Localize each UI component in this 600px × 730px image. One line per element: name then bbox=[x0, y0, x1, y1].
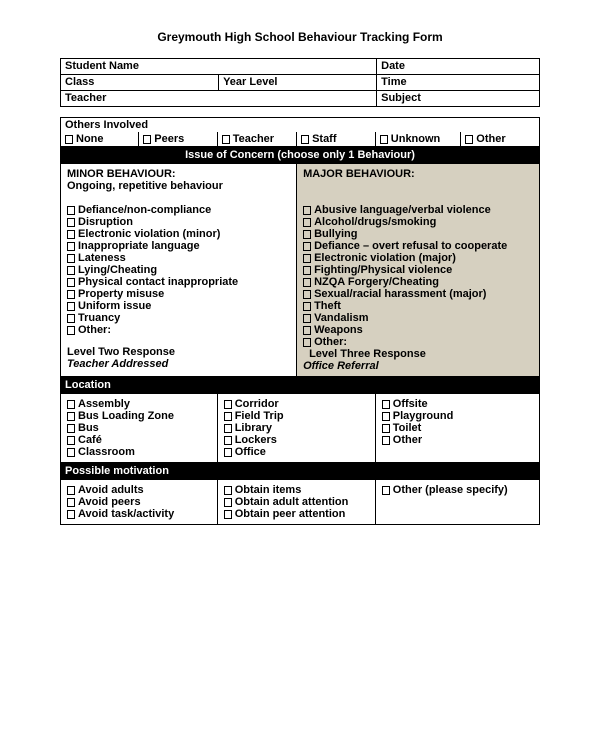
issue-heading: Issue of Concern (choose only 1 Behaviou… bbox=[61, 147, 540, 164]
checkbox-item: Alcohol/drugs/smoking bbox=[303, 216, 533, 228]
minor-subtitle: Ongoing, repetitive behaviour bbox=[67, 180, 290, 192]
motivation-col3: Other (please specify) bbox=[375, 480, 539, 525]
checkbox-item: Avoid adults bbox=[67, 484, 211, 496]
checkbox-item: Bus Loading Zone bbox=[67, 410, 211, 422]
minor-response-sub: Teacher Addressed bbox=[67, 358, 290, 370]
checkbox-item: Other (please specify) bbox=[382, 484, 533, 496]
label-year-level: Year Level bbox=[219, 75, 377, 91]
others-option: None bbox=[61, 132, 139, 147]
major-response: Level Three Response bbox=[303, 348, 533, 360]
minor-column: MINOR BEHAVIOUR: Ongoing, repetitive beh… bbox=[61, 164, 297, 377]
label-date: Date bbox=[377, 59, 540, 75]
checkbox-item: Playground bbox=[382, 410, 533, 422]
others-option: Other bbox=[461, 132, 540, 147]
checkbox-item: Corridor bbox=[224, 398, 369, 410]
checkbox-item: Inappropriate language bbox=[67, 240, 290, 252]
checkbox-item: Avoid peers bbox=[67, 496, 211, 508]
checkbox-item: Physical contact inappropriate bbox=[67, 276, 290, 288]
checkbox-item: Other bbox=[382, 434, 533, 446]
checkbox-item: Offsite bbox=[382, 398, 533, 410]
checkbox-item: Obtain adult attention bbox=[224, 496, 369, 508]
label-time: Time bbox=[377, 75, 540, 91]
checkbox-item: Assembly bbox=[67, 398, 211, 410]
motivation-col1: Avoid adultsAvoid peersAvoid task/activi… bbox=[61, 480, 218, 525]
checkbox-item: Office bbox=[224, 446, 369, 458]
checkbox-item: Café bbox=[67, 434, 211, 446]
checkbox-item: NZQA Forgery/Cheating bbox=[303, 276, 533, 288]
checkbox-item: Other: bbox=[303, 336, 533, 348]
major-column: MAJOR BEHAVIOUR: Abusive language/verbal… bbox=[297, 164, 540, 377]
motivation-col2: Obtain itemsObtain adult attentionObtain… bbox=[217, 480, 375, 525]
minor-response: Level Two Response bbox=[67, 346, 290, 358]
checkbox-item: Lockers bbox=[224, 434, 369, 446]
others-table: Others Involved NonePeersTeacherStaffUnk… bbox=[60, 117, 540, 525]
checkbox-item: Obtain peer attention bbox=[224, 508, 369, 520]
checkbox-item: Theft bbox=[303, 300, 533, 312]
checkbox-item: Vandalism bbox=[303, 312, 533, 324]
others-option: Peers bbox=[139, 132, 217, 147]
label-student-name: Student Name bbox=[61, 59, 377, 75]
label-teacher: Teacher bbox=[61, 91, 377, 107]
checkbox-item: Defiance – overt refusal to cooperate bbox=[303, 240, 533, 252]
others-option: Staff bbox=[297, 132, 376, 147]
label-subject: Subject bbox=[377, 91, 540, 107]
others-option: Unknown bbox=[375, 132, 461, 147]
checkbox-item: Other: bbox=[67, 324, 290, 336]
checkbox-item: Weapons bbox=[303, 324, 533, 336]
major-title: MAJOR BEHAVIOUR: bbox=[303, 168, 533, 180]
checkbox-item: Toilet bbox=[382, 422, 533, 434]
checkbox-item: Property misuse bbox=[67, 288, 290, 300]
checkbox-item: Sexual/racial harassment (major) bbox=[303, 288, 533, 300]
label-class: Class bbox=[61, 75, 219, 91]
location-col3: OffsitePlaygroundToiletOther bbox=[375, 394, 539, 463]
checkbox-item: Bus bbox=[67, 422, 211, 434]
checkbox-item: Abusive language/verbal violence bbox=[303, 204, 533, 216]
minor-title: MINOR BEHAVIOUR: bbox=[67, 168, 290, 180]
location-col1: AssemblyBus Loading ZoneBusCaféClassroom bbox=[61, 394, 218, 463]
checkbox-item: Avoid task/activity bbox=[67, 508, 211, 520]
others-option: Teacher bbox=[217, 132, 296, 147]
form-title: Greymouth High School Behaviour Tracking… bbox=[60, 30, 540, 44]
major-response-sub: Office Referral bbox=[303, 360, 533, 372]
location-col2: CorridorField TripLibraryLockersOffice bbox=[217, 394, 375, 463]
checkbox-item: Lateness bbox=[67, 252, 290, 264]
checkbox-item: Lying/Cheating bbox=[67, 264, 290, 276]
checkbox-item: Obtain items bbox=[224, 484, 369, 496]
checkbox-item: Field Trip bbox=[224, 410, 369, 422]
header-table: Student Name Date Class Year Level Time … bbox=[60, 58, 540, 107]
location-heading: Location bbox=[61, 377, 540, 394]
checkbox-item: Classroom bbox=[67, 446, 211, 458]
others-heading: Others Involved bbox=[61, 118, 540, 133]
checkbox-item: Uniform issue bbox=[67, 300, 290, 312]
checkbox-item: Bullying bbox=[303, 228, 533, 240]
checkbox-item: Disruption bbox=[67, 216, 290, 228]
checkbox-item: Defiance/non-compliance bbox=[67, 204, 290, 216]
checkbox-item: Electronic violation (minor) bbox=[67, 228, 290, 240]
checkbox-item: Library bbox=[224, 422, 369, 434]
motivation-heading: Possible motivation bbox=[61, 463, 540, 480]
checkbox-item: Truancy bbox=[67, 312, 290, 324]
checkbox-item: Fighting/Physical violence bbox=[303, 264, 533, 276]
checkbox-item: Electronic violation (major) bbox=[303, 252, 533, 264]
